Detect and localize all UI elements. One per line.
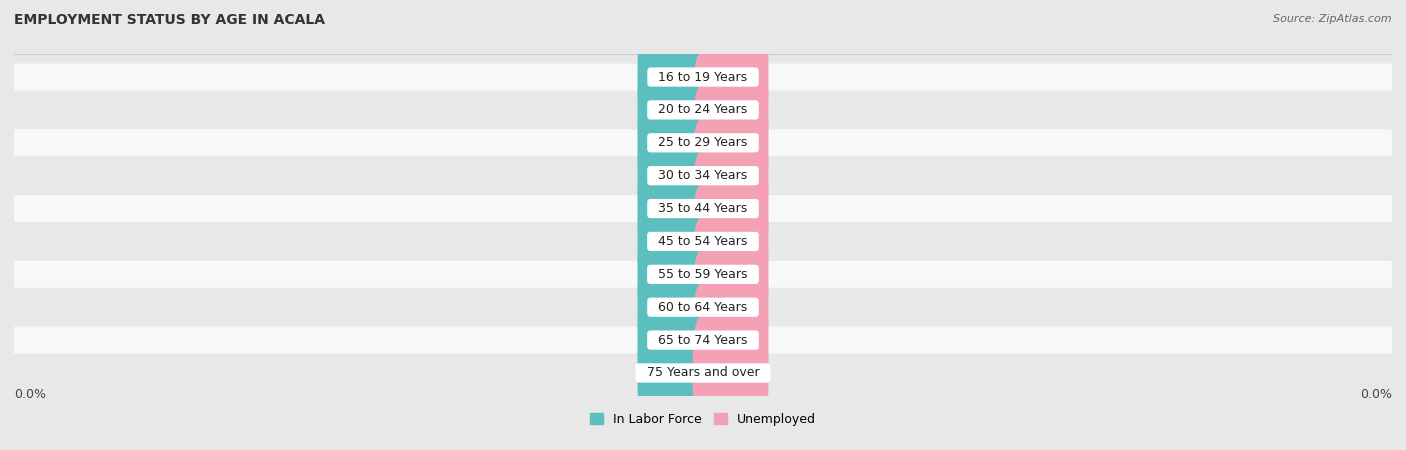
Text: EMPLOYMENT STATUS BY AGE IN ACALA: EMPLOYMENT STATUS BY AGE IN ACALA — [14, 14, 325, 27]
Text: 75 Years and over: 75 Years and over — [638, 366, 768, 379]
Text: 0.0%: 0.0% — [661, 203, 690, 214]
Text: 0.0%: 0.0% — [716, 72, 745, 82]
FancyBboxPatch shape — [14, 195, 1392, 222]
Text: 45 to 54 Years: 45 to 54 Years — [651, 235, 755, 248]
Text: 55 to 59 Years: 55 to 59 Years — [650, 268, 756, 281]
Text: 60 to 64 Years: 60 to 64 Years — [651, 301, 755, 314]
Text: 0.0%: 0.0% — [716, 335, 745, 345]
FancyBboxPatch shape — [637, 216, 713, 333]
FancyBboxPatch shape — [693, 249, 769, 365]
Text: 0.0%: 0.0% — [716, 171, 745, 180]
Text: 0.0%: 0.0% — [716, 105, 745, 115]
Text: 0.0%: 0.0% — [661, 335, 690, 345]
FancyBboxPatch shape — [637, 85, 713, 201]
Text: Source: ZipAtlas.com: Source: ZipAtlas.com — [1274, 14, 1392, 23]
FancyBboxPatch shape — [14, 129, 1392, 156]
FancyBboxPatch shape — [693, 85, 769, 201]
FancyBboxPatch shape — [693, 150, 769, 267]
FancyBboxPatch shape — [14, 228, 1392, 255]
Text: 0.0%: 0.0% — [661, 236, 690, 247]
FancyBboxPatch shape — [14, 162, 1392, 189]
Text: 0.0%: 0.0% — [661, 368, 690, 378]
Text: 0.0%: 0.0% — [661, 171, 690, 180]
Text: 65 to 74 Years: 65 to 74 Years — [651, 333, 755, 346]
FancyBboxPatch shape — [693, 282, 769, 398]
Text: 0.0%: 0.0% — [716, 368, 745, 378]
FancyBboxPatch shape — [693, 183, 769, 300]
Text: 0.0%: 0.0% — [716, 270, 745, 279]
FancyBboxPatch shape — [693, 117, 769, 234]
FancyBboxPatch shape — [14, 63, 1392, 90]
Text: 35 to 44 Years: 35 to 44 Years — [651, 202, 755, 215]
FancyBboxPatch shape — [14, 96, 1392, 123]
Text: 0.0%: 0.0% — [716, 138, 745, 148]
FancyBboxPatch shape — [693, 52, 769, 168]
Text: 0.0%: 0.0% — [1360, 388, 1392, 401]
Text: 30 to 34 Years: 30 to 34 Years — [651, 169, 755, 182]
Text: 25 to 29 Years: 25 to 29 Years — [651, 136, 755, 149]
Text: 0.0%: 0.0% — [716, 236, 745, 247]
FancyBboxPatch shape — [637, 52, 713, 168]
FancyBboxPatch shape — [14, 294, 1392, 321]
Text: 0.0%: 0.0% — [14, 388, 46, 401]
FancyBboxPatch shape — [637, 315, 713, 432]
Legend: In Labor Force, Unemployed: In Labor Force, Unemployed — [585, 408, 821, 431]
FancyBboxPatch shape — [693, 315, 769, 432]
FancyBboxPatch shape — [637, 117, 713, 234]
Text: 0.0%: 0.0% — [661, 138, 690, 148]
Text: 20 to 24 Years: 20 to 24 Years — [651, 104, 755, 117]
FancyBboxPatch shape — [14, 327, 1392, 354]
Text: 0.0%: 0.0% — [661, 270, 690, 279]
FancyBboxPatch shape — [693, 216, 769, 333]
FancyBboxPatch shape — [693, 18, 769, 135]
Text: 16 to 19 Years: 16 to 19 Years — [651, 71, 755, 84]
FancyBboxPatch shape — [637, 150, 713, 267]
FancyBboxPatch shape — [14, 360, 1392, 387]
FancyBboxPatch shape — [637, 249, 713, 365]
FancyBboxPatch shape — [637, 282, 713, 398]
FancyBboxPatch shape — [14, 261, 1392, 288]
Text: 0.0%: 0.0% — [661, 72, 690, 82]
Text: 0.0%: 0.0% — [716, 203, 745, 214]
FancyBboxPatch shape — [637, 183, 713, 300]
Text: 0.0%: 0.0% — [661, 105, 690, 115]
Text: 0.0%: 0.0% — [716, 302, 745, 312]
Text: 0.0%: 0.0% — [661, 302, 690, 312]
FancyBboxPatch shape — [637, 18, 713, 135]
